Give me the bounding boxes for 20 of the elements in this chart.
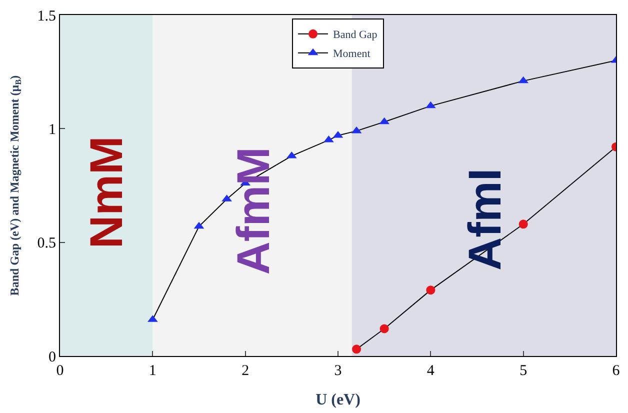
legend-label: Band Gap — [333, 29, 378, 42]
legend-label: Moment — [333, 48, 370, 60]
x-tick-label: 3 — [334, 363, 342, 379]
point — [380, 324, 389, 334]
x-tick-label: 4 — [426, 363, 435, 379]
y-tick-label: 1 — [48, 122, 56, 138]
x-tick-label: 1 — [148, 363, 156, 379]
y-tick-label: 1.5 — [37, 8, 56, 24]
band-label: AfmM — [226, 147, 279, 275]
point — [352, 344, 362, 354]
point — [518, 220, 528, 229]
band-label: AfmI — [458, 168, 510, 271]
x-tick-label: 5 — [520, 363, 528, 379]
x-tick-label: 2 — [242, 363, 250, 379]
x-tick-label: 6 — [612, 363, 620, 379]
band-label: NmM — [80, 136, 132, 249]
x-axis-title: U (eV) — [316, 392, 360, 409]
point — [426, 286, 436, 295]
y-tick-label: 0.5 — [37, 236, 56, 252]
y-tick-label: 0 — [48, 349, 56, 366]
